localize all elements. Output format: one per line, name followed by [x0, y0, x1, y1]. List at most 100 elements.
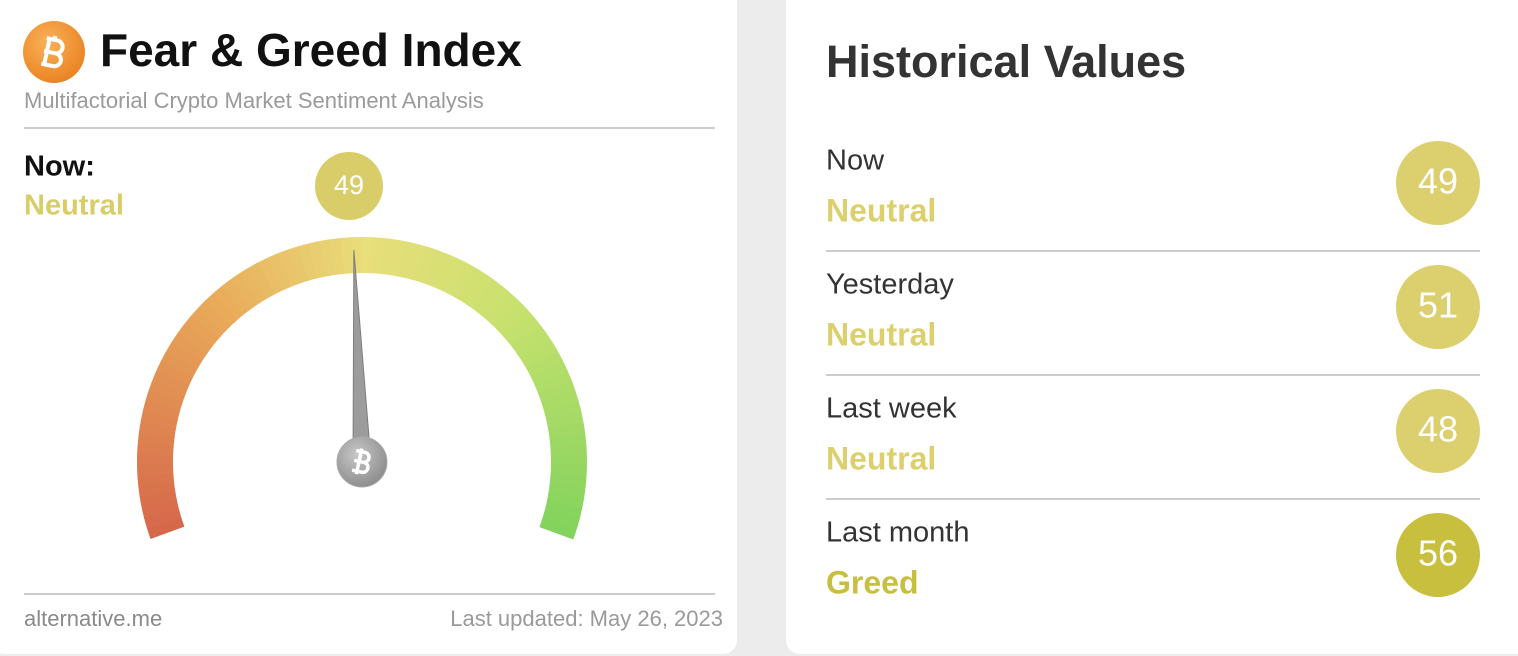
- gauge-segment: [538, 380, 576, 403]
- gauge-segment: [138, 421, 177, 438]
- gauge-segment: [166, 341, 203, 369]
- gauge-segment: [499, 307, 534, 340]
- row-value: 49: [1418, 161, 1458, 202]
- gauge-segment: [248, 262, 276, 299]
- row-label: Last week: [826, 393, 957, 425]
- last-updated: Last updated: May 26, 2023: [450, 606, 723, 631]
- row-label: Now: [826, 145, 885, 177]
- gauge-segment: [277, 249, 301, 287]
- gauge-segment: [550, 454, 587, 466]
- row-value: 51: [1418, 285, 1458, 326]
- row-classification: Neutral: [826, 316, 936, 352]
- gauge-segment: [287, 246, 309, 284]
- history-title: Historical Values: [826, 36, 1186, 87]
- gauge-segment: [137, 464, 174, 476]
- gauge-segment: [184, 315, 219, 347]
- gauge-segment: [140, 410, 178, 429]
- gauge-segment: [156, 360, 194, 386]
- gauge-segment: [221, 279, 252, 315]
- gauge-segment: [521, 341, 559, 370]
- gauge-segment: [371, 237, 385, 274]
- gauge-segment: [362, 237, 374, 274]
- history-card: [786, 0, 1518, 654]
- hub-icon: [351, 448, 371, 475]
- gauge-segment: [550, 464, 587, 477]
- gauge-segment: [161, 350, 198, 377]
- subtitle: Multifactorial Crypto Market Sentiment A…: [24, 88, 484, 113]
- gauge-segment: [449, 262, 476, 299]
- value-bubble: [315, 152, 383, 220]
- gauge-segment: [340, 237, 354, 274]
- gauge-segment: [479, 285, 511, 321]
- gauge-segment: [530, 360, 568, 386]
- now-value: 49: [334, 170, 364, 200]
- gauge-segment: [541, 390, 579, 412]
- history-rows: Now Neutral 49 Yesterday Neutral 51 Last week N…: [826, 141, 1480, 600]
- gauge-segment: [380, 238, 395, 276]
- gauge-segment: [308, 241, 327, 279]
- gauge-segment: [542, 509, 580, 530]
- gauge-segment: [406, 243, 427, 281]
- gauge-segment: [329, 237, 345, 275]
- gauge-segment: [144, 508, 182, 529]
- gauge-segment: [148, 379, 187, 403]
- gauge-segment: [441, 257, 467, 295]
- row-label: Last month: [826, 517, 969, 549]
- row-classification: Neutral: [826, 192, 936, 228]
- title: Fear & Greed Index: [100, 24, 522, 76]
- gauge-segment: [190, 307, 225, 340]
- gauge-segment: [171, 332, 208, 362]
- gauge-segment: [137, 442, 174, 456]
- gauge-segment: [543, 400, 582, 420]
- gauge-segment: [205, 292, 238, 327]
- gauge-segment: [516, 332, 553, 362]
- value-circle: [1396, 265, 1480, 349]
- value-circle: [1396, 141, 1480, 225]
- gauge-segment: [424, 249, 447, 287]
- gauge-segment: [137, 453, 174, 465]
- gauge-segment: [398, 241, 417, 279]
- gauge-segment: [177, 323, 213, 354]
- gauge-segment: [546, 411, 584, 429]
- gauge-segment: [549, 432, 587, 447]
- row-label: Yesterday: [826, 269, 954, 301]
- gauge-segment: [544, 500, 583, 519]
- bitcoin-icon: [23, 21, 85, 83]
- gauge-segment: [142, 400, 181, 420]
- gauge-segment: [145, 390, 183, 411]
- gauge-segment: [472, 279, 503, 315]
- gauge-segment: [198, 299, 232, 333]
- gauge-segment: [457, 267, 485, 304]
- gauge-segment: [239, 267, 268, 304]
- gauge-segment: [152, 369, 190, 394]
- gauge-segment: [137, 473, 175, 487]
- gauge-segment: [298, 243, 318, 281]
- gauge-segment: [464, 273, 494, 309]
- gauge-segment: [550, 443, 587, 456]
- value-circle: [1396, 389, 1480, 473]
- gauge-segment: [415, 246, 437, 284]
- gauge-segment: [389, 239, 406, 277]
- gauge-segment: [534, 370, 572, 394]
- gauge-segment: [546, 491, 585, 509]
- gauge-segment: [511, 324, 547, 354]
- row-classification: Greed: [826, 564, 918, 600]
- gauge-segment: [547, 421, 586, 438]
- gauge-segment: [493, 300, 527, 333]
- row-value: 56: [1418, 533, 1458, 574]
- gauge-segment: [486, 292, 519, 327]
- now-classification: Neutral: [24, 190, 124, 222]
- gauge-segment: [432, 253, 457, 291]
- gauge-segment: [141, 500, 180, 519]
- now-label: Now:: [24, 151, 95, 183]
- gauge-segment: [258, 257, 284, 295]
- gauge-segment: [351, 236, 363, 274]
- gauge: [137, 236, 587, 540]
- source: alternative.me: [24, 606, 162, 631]
- row-classification: Neutral: [826, 440, 936, 476]
- gauge-segment: [505, 315, 541, 347]
- gauge-segment: [526, 351, 564, 378]
- row-value: 48: [1418, 409, 1458, 450]
